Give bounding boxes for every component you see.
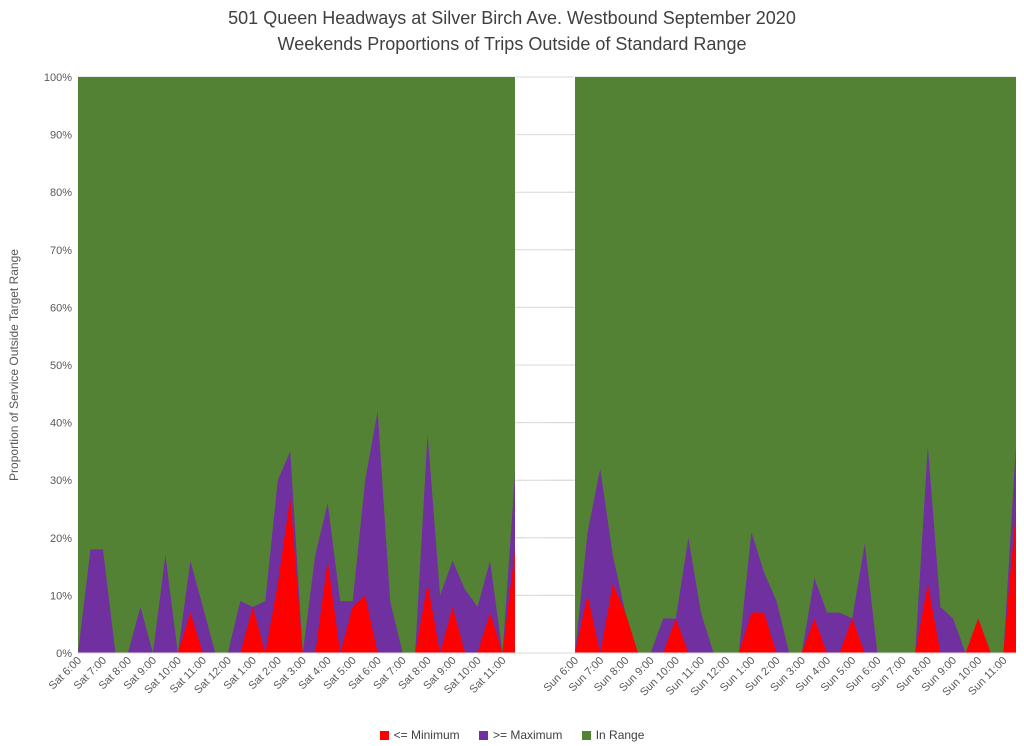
legend-swatch-in-range — [581, 730, 591, 740]
legend-item-in-range: In Range — [581, 728, 645, 742]
legend-label-minimum: <= Minimum — [393, 728, 460, 742]
y-tick-label: 30% — [50, 475, 72, 487]
legend-swatch-minimum — [379, 730, 389, 740]
y-tick-label: 90% — [50, 130, 72, 142]
legend-item-minimum: <= Minimum — [379, 728, 460, 742]
area-maximum-saturday — [78, 411, 515, 653]
legend-label-in-range: In Range — [595, 728, 645, 742]
chart-title-line2: Weekends Proportions of Trips Outside of… — [277, 34, 747, 54]
legend-label-maximum: >= Maximum — [492, 728, 563, 742]
y-tick-label: 10% — [50, 590, 72, 602]
y-tick-label: 70% — [50, 245, 72, 257]
legend: <= Minimum >= Maximum In Range — [0, 728, 1024, 743]
y-tick-label: 40% — [50, 418, 72, 430]
y-tick-label: 20% — [50, 533, 72, 545]
y-tick-label: 0% — [56, 648, 72, 660]
area-maximum-sunday — [575, 445, 1016, 653]
area-minimum-saturday — [78, 497, 515, 653]
y-tick-label: 50% — [50, 360, 72, 372]
y-tick-label: 60% — [50, 302, 72, 314]
y-tick-label: 100% — [44, 72, 72, 84]
area-in-range-sunday — [575, 77, 1016, 653]
legend-swatch-maximum — [478, 730, 488, 740]
y-axis-title: Proportion of Service Outside Target Ran… — [7, 249, 21, 481]
y-tick-label: 80% — [50, 187, 72, 199]
chart-title-line1: 501 Queen Headways at Silver Birch Ave. … — [228, 8, 796, 28]
area-minimum-sunday — [575, 509, 1016, 653]
legend-item-maximum: >= Maximum — [478, 728, 563, 742]
